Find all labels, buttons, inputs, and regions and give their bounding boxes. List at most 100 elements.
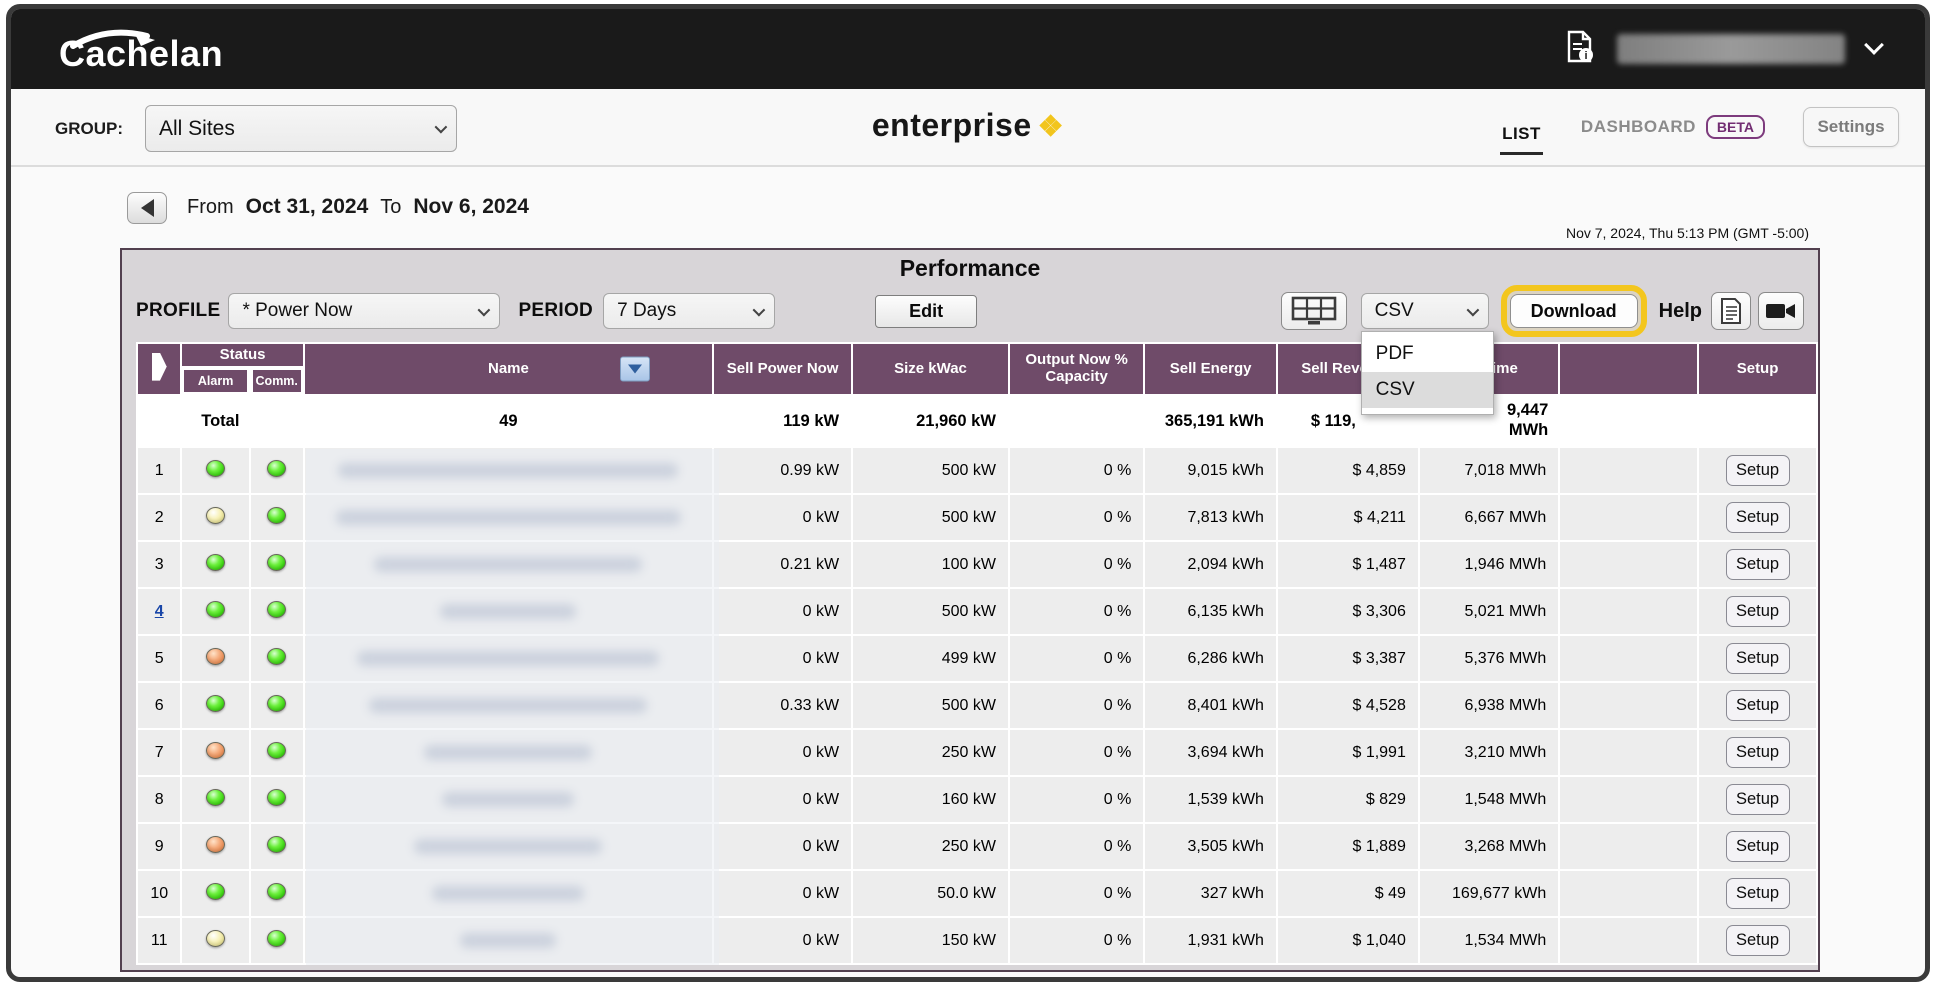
sell-power-cell: 0 kW <box>714 589 852 634</box>
status-header: Status <box>182 344 303 366</box>
output-cell: 0 % <box>1009 589 1144 634</box>
sell-energy-cell: 327 kWh <box>1145 871 1276 916</box>
lifetime-cell: 5,376 MWh <box>1419 636 1559 681</box>
help-document-button[interactable] <box>1711 292 1751 330</box>
tab-list[interactable]: LIST <box>1500 100 1543 155</box>
setup-button[interactable]: Setup <box>1725 549 1790 580</box>
output-cell: 0 % <box>1009 730 1144 775</box>
setup-button[interactable]: Setup <box>1725 784 1790 815</box>
download-format-select[interactable]: CSV <box>1360 293 1489 329</box>
svg-text:i: i <box>1584 50 1587 62</box>
video-camera-icon <box>1766 304 1795 318</box>
format-option-csv[interactable]: CSV <box>1361 372 1493 408</box>
window-frame: Cachelan i GROUP: All Sites <box>6 4 1930 982</box>
edit-button[interactable]: Edit <box>875 294 978 328</box>
sell-revenue-cell: $ 4,528 <box>1277 683 1418 728</box>
setup-button[interactable]: Setup <box>1725 502 1790 533</box>
sell-revenue-cell: $ 1,889 <box>1277 824 1418 869</box>
sell-energy-cell: 9,015 kWh <box>1145 448 1276 493</box>
sell-power-cell: 0 kW <box>714 777 852 822</box>
setup-button[interactable]: Setup <box>1725 455 1790 486</box>
size-cell: 500 kW <box>853 448 1008 493</box>
setup-button[interactable]: Setup <box>1725 831 1790 862</box>
group-select-value: All Sites <box>159 116 235 140</box>
sparkle-diamonds-icon: ❖ <box>1037 111 1065 143</box>
spacer-cell <box>1560 448 1698 493</box>
tab-dashboard[interactable]: DASHBOARD <box>1580 117 1696 136</box>
comm-status-led <box>267 835 287 853</box>
row-marker-header <box>138 344 181 394</box>
sell-energy-cell: 8,401 kWh <box>1145 683 1276 728</box>
table-view-button[interactable] <box>1280 292 1347 330</box>
row-number[interactable]: 4 <box>154 602 164 620</box>
setup-button[interactable]: Setup <box>1725 878 1790 909</box>
setup-header: Setup <box>1699 344 1816 394</box>
output-cell: 0 % <box>1009 871 1144 916</box>
sell-energy-cell: 1,931 kWh <box>1145 918 1276 963</box>
comm-status-led <box>267 882 287 900</box>
sell-energy-cell: 2,094 kWh <box>1145 542 1276 587</box>
spacer-cell <box>1560 918 1698 963</box>
output-cell: 0 % <box>1009 683 1144 728</box>
account-name-blurred[interactable] <box>1617 34 1845 64</box>
document-icon <box>1721 298 1741 324</box>
alarm-status-led <box>206 741 226 759</box>
sell-revenue-cell: $ 4,859 <box>1277 448 1418 493</box>
from-date[interactable]: Oct 31, 2024 <box>245 195 369 218</box>
setup-button[interactable]: Setup <box>1725 690 1790 721</box>
period-label: PERIOD <box>518 300 594 321</box>
name-header[interactable]: Name <box>304 344 713 394</box>
row-number: 3 <box>154 555 164 573</box>
total-spacer <box>1560 396 1698 446</box>
sell-revenue-cell: $ 3,306 <box>1277 589 1418 634</box>
size-cell: 500 kW <box>853 683 1008 728</box>
output-cell: 0 % <box>1009 918 1144 963</box>
group-select[interactable]: All Sites <box>145 105 457 152</box>
alarm-status-led <box>206 835 226 853</box>
alarm-status-led <box>206 506 226 524</box>
profile-label: PROFILE <box>136 300 221 321</box>
from-label: From <box>187 195 234 218</box>
size-cell: 160 kW <box>853 777 1008 822</box>
comm-status-led <box>267 553 287 571</box>
spacer-cell <box>1560 730 1698 775</box>
lifetime-cell: 3,268 MWh <box>1419 824 1559 869</box>
format-dropdown-menu: PDF CSV <box>1360 331 1494 415</box>
comm-status-led <box>267 459 287 477</box>
file-info-icon[interactable]: i <box>1565 29 1595 70</box>
setup-button[interactable]: Setup <box>1725 643 1790 674</box>
sell-revenue-cell: $ 1,040 <box>1277 918 1418 963</box>
setup-button[interactable]: Setup <box>1725 596 1790 627</box>
setup-button[interactable]: Setup <box>1725 925 1790 956</box>
chevron-down-icon[interactable] <box>1864 35 1884 55</box>
format-option-pdf[interactable]: PDF <box>1375 343 1414 364</box>
comm-subheader: Comm. <box>250 368 303 394</box>
group-label: GROUP: <box>55 119 123 138</box>
size-cell: 500 kW <box>853 495 1008 540</box>
download-button[interactable]: Download <box>1509 294 1638 328</box>
setup-button[interactable]: Setup <box>1725 737 1790 768</box>
profile-select-value: * Power Now <box>242 300 353 321</box>
profile-select[interactable]: * Power Now <box>228 293 501 329</box>
lifetime-cell: 169,677 kWh <box>1419 871 1559 916</box>
lifetime-cell: 7,018 MWh <box>1419 448 1559 493</box>
to-date[interactable]: Nov 6, 2024 <box>413 195 529 218</box>
total-sell-power: 119 kW <box>714 396 852 446</box>
total-output <box>1009 396 1144 446</box>
size-cell: 250 kW <box>853 730 1008 775</box>
period-select[interactable]: 7 Days <box>603 293 776 329</box>
row-number: 7 <box>154 743 164 761</box>
lifetime-cell: 1,534 MWh <box>1419 918 1559 963</box>
spacer-cell <box>1560 589 1698 634</box>
help-video-button[interactable] <box>1758 292 1804 330</box>
alarm-status-led <box>206 929 226 947</box>
sell-power-cell: 0.99 kW <box>714 448 852 493</box>
sell-power-cell: 0 kW <box>714 918 852 963</box>
name-sort-button[interactable] <box>620 356 651 382</box>
sell-power-cell: 0.33 kW <box>714 683 852 728</box>
sell-revenue-cell: $ 1,487 <box>1277 542 1418 587</box>
cachelan-logo: Cachelan <box>59 29 223 75</box>
alarm-status-led <box>206 459 226 477</box>
previous-period-button[interactable] <box>127 192 167 224</box>
settings-button[interactable]: Settings <box>1803 107 1899 147</box>
